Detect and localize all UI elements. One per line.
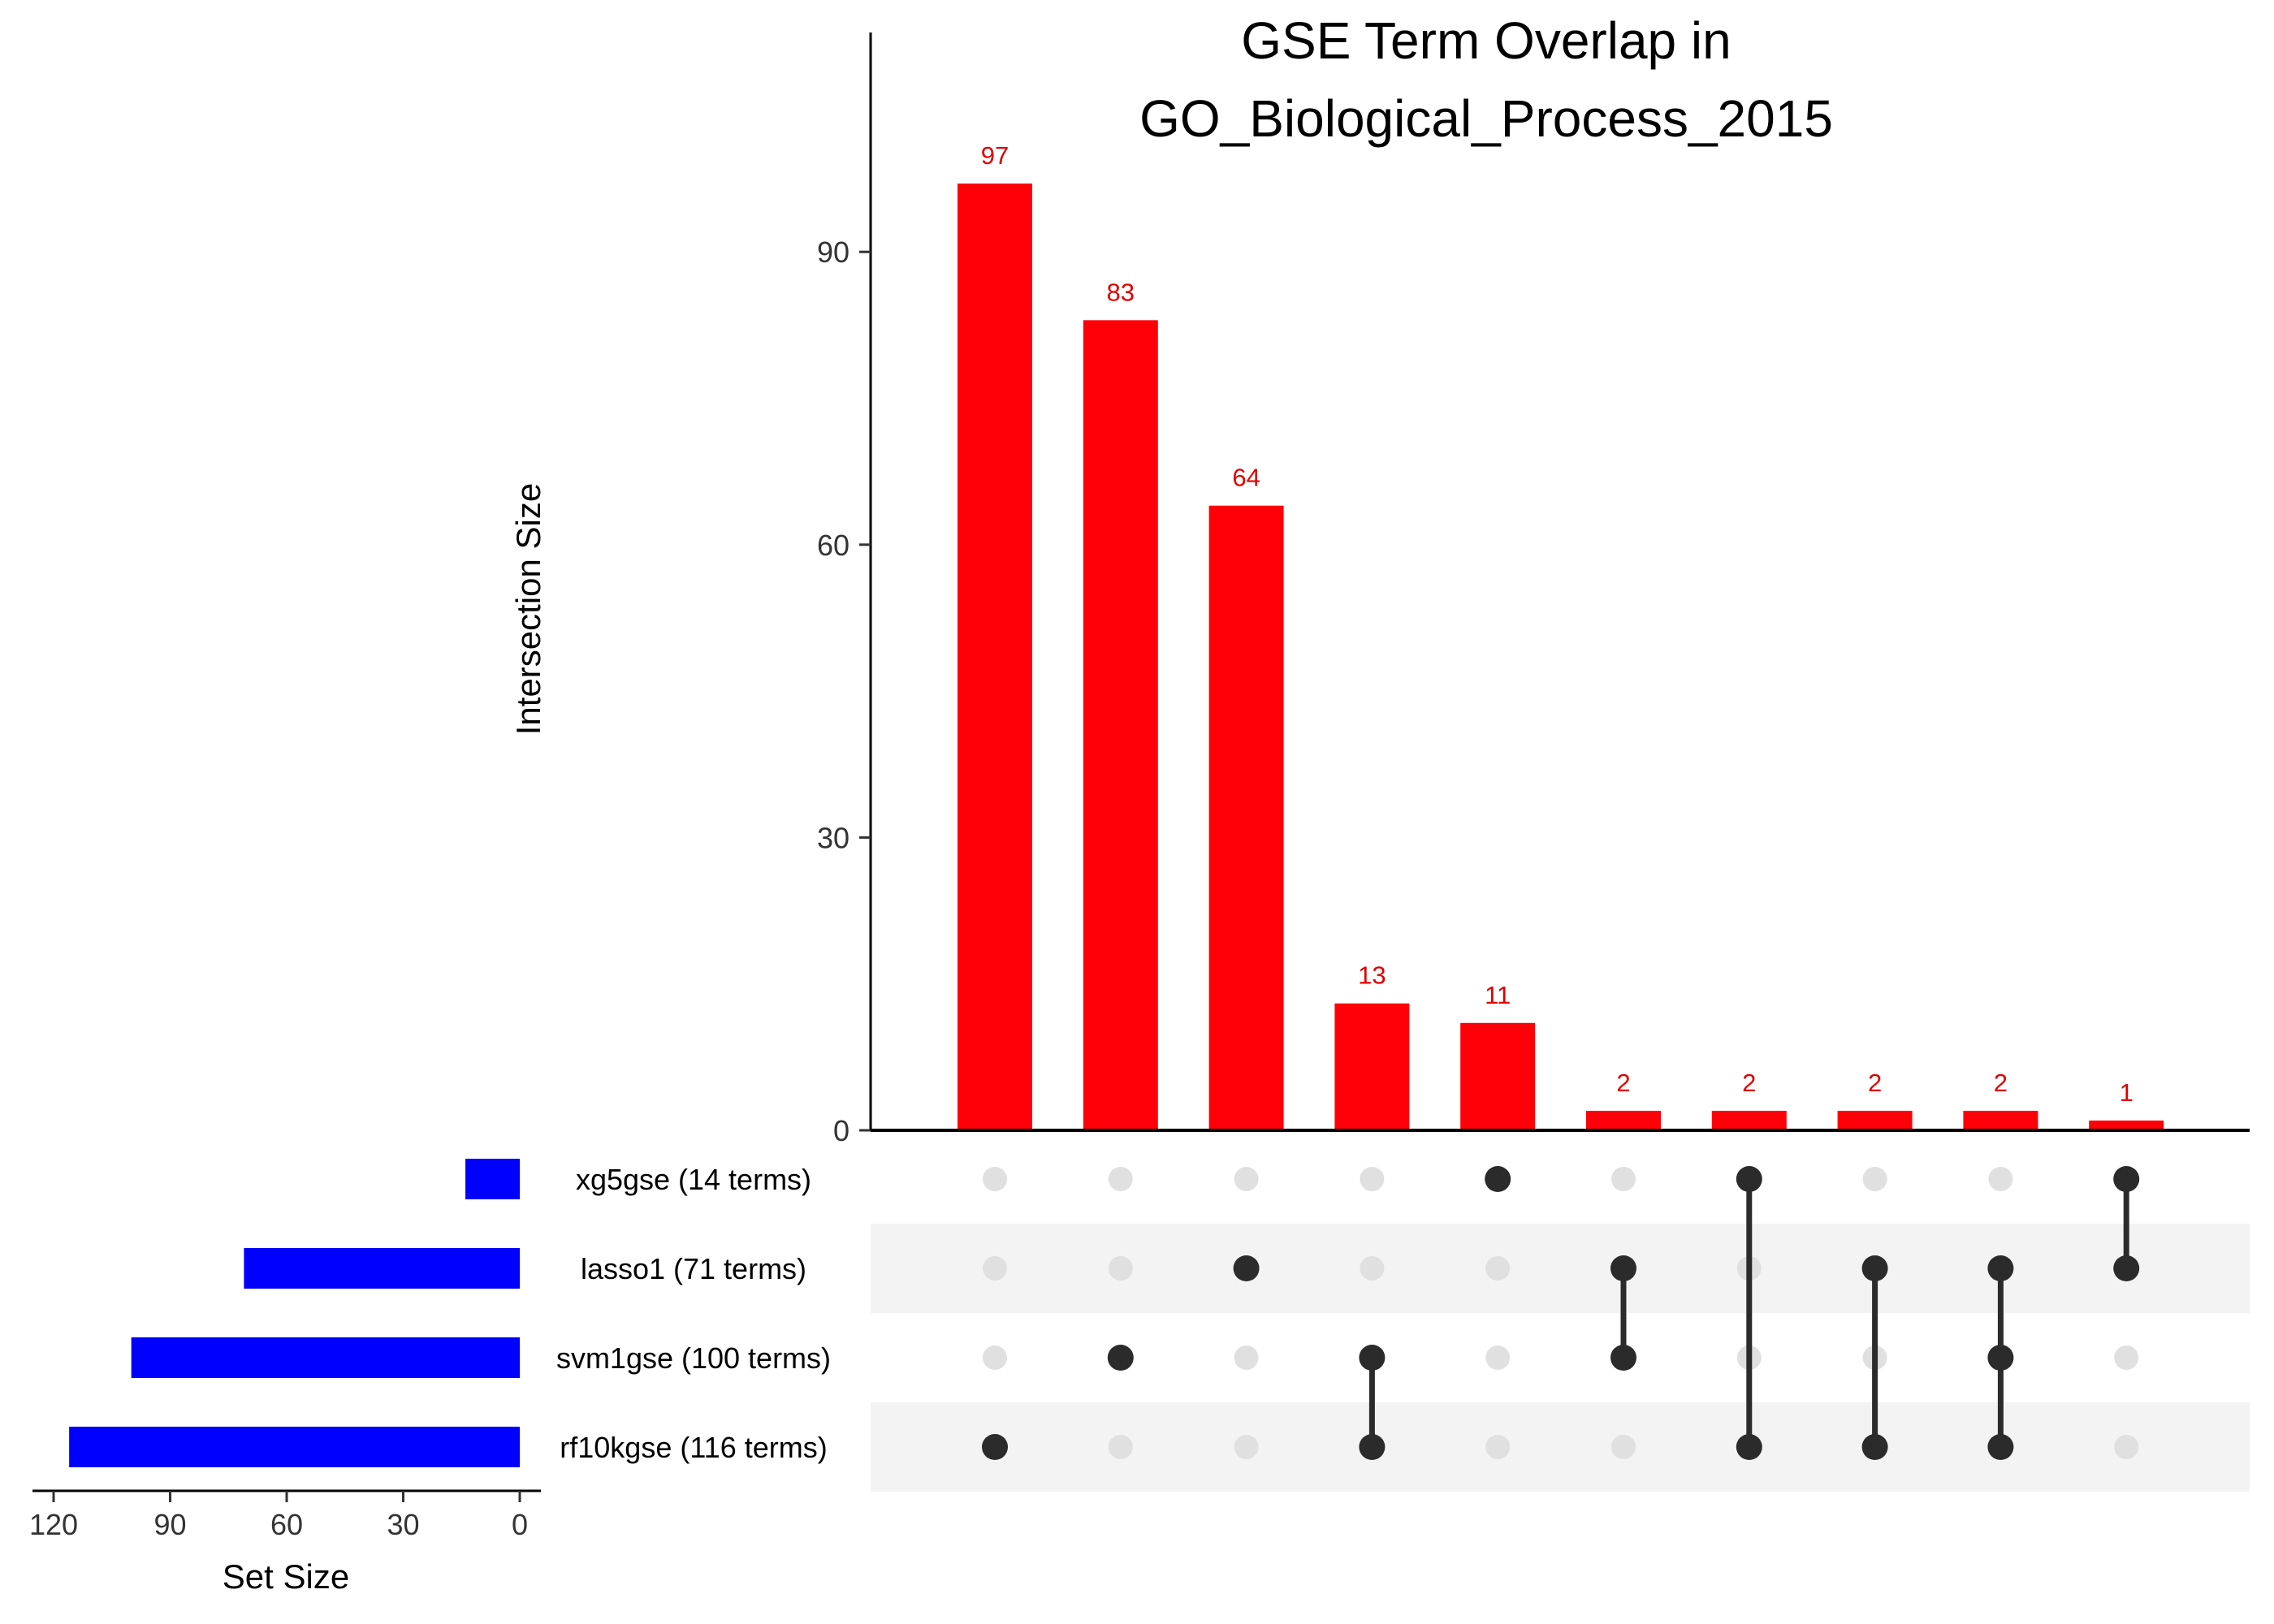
set-size-bar bbox=[244, 1248, 520, 1289]
y-tick-label: 90 bbox=[817, 235, 850, 269]
set-size-tick-label: 90 bbox=[153, 1508, 186, 1541]
set-size-tick-label: 60 bbox=[270, 1508, 303, 1541]
intersection-bar bbox=[1083, 320, 1158, 1131]
y-axis-label: Intersection Size bbox=[509, 483, 547, 736]
matrix-dot-active bbox=[1610, 1255, 1636, 1281]
intersection-bars: 97 83 64 13 11 2 2 2 2 1 bbox=[958, 141, 2164, 1131]
set-size-tick-label: 120 bbox=[29, 1508, 78, 1541]
intersection-bar-label: 11 bbox=[1485, 981, 1511, 1009]
matrix-dot-active bbox=[1987, 1434, 2014, 1460]
intersection-bar bbox=[1586, 1110, 1661, 1130]
set-label: xg5gse (14 terms) bbox=[576, 1163, 811, 1196]
matrix-dot-active bbox=[2113, 1166, 2140, 1192]
matrix-dot-active bbox=[1485, 1166, 1511, 1192]
intersection-bar-label: 97 bbox=[981, 141, 1009, 170]
matrix-dot-active bbox=[982, 1434, 1008, 1460]
intersection-bar-label: 83 bbox=[1107, 278, 1135, 306]
matrix-dot-inactive bbox=[983, 1256, 1007, 1281]
set-size-axis: 120 90 60 30 0 bbox=[29, 1489, 541, 1541]
intersection-bar-label: 1 bbox=[2120, 1078, 2133, 1107]
matrix-dot-inactive bbox=[1611, 1167, 1636, 1191]
intersection-bar-label: 2 bbox=[1868, 1069, 1882, 1097]
matrix-dot-inactive bbox=[1108, 1256, 1133, 1281]
matrix-dot-active bbox=[2113, 1255, 2140, 1281]
matrix-dot-inactive bbox=[1485, 1256, 1511, 1281]
intersection-bar-label: 2 bbox=[1994, 1069, 2008, 1097]
matrix-dot-inactive bbox=[1234, 1345, 1259, 1370]
y-tick-label: 30 bbox=[817, 821, 850, 854]
set-label: rf10kgse (116 terms) bbox=[560, 1431, 827, 1464]
membership-matrix bbox=[982, 1166, 2140, 1460]
matrix-dot-active bbox=[1359, 1345, 1386, 1371]
matrix-dot-inactive bbox=[1485, 1345, 1511, 1370]
set-size-bar bbox=[465, 1159, 520, 1199]
matrix-stripe bbox=[871, 1402, 2250, 1492]
matrix-dot-inactive bbox=[1234, 1167, 1259, 1191]
matrix-dot-active bbox=[1233, 1255, 1260, 1281]
set-label: lasso1 (71 terms) bbox=[581, 1252, 806, 1285]
set-size-bar bbox=[69, 1427, 521, 1467]
intersection-bar-label: 2 bbox=[1616, 1069, 1630, 1097]
title-group: GSE Term Overlap in GO_Biological_Proces… bbox=[1139, 11, 1833, 148]
matrix-dot-inactive bbox=[983, 1345, 1007, 1370]
matrix-dot-inactive bbox=[1611, 1435, 1636, 1459]
matrix-dot-active bbox=[1736, 1434, 1762, 1460]
set-label: svm1gse (100 terms) bbox=[556, 1341, 831, 1375]
intersection-bar bbox=[1963, 1110, 2038, 1130]
matrix-dot-inactive bbox=[1988, 1167, 2013, 1191]
y-axis: 0 30 60 90 bbox=[817, 32, 2250, 1147]
intersection-bar bbox=[2089, 1120, 2164, 1130]
matrix-stripes bbox=[871, 1224, 2250, 1492]
matrix-dot-active bbox=[1987, 1255, 2014, 1281]
chart-title-line1: GSE Term Overlap in bbox=[1241, 11, 1731, 70]
set-size-tick-label: 0 bbox=[512, 1508, 528, 1541]
matrix-dot-active bbox=[1359, 1434, 1386, 1460]
matrix-dot-active bbox=[1861, 1255, 1888, 1281]
intersection-bar-label: 64 bbox=[1232, 464, 1260, 492]
matrix-dot-active bbox=[1987, 1345, 2014, 1371]
set-size-tick-label: 30 bbox=[387, 1508, 419, 1541]
matrix-dot-active bbox=[1736, 1166, 1762, 1192]
intersection-bar bbox=[1334, 1003, 1410, 1130]
intersection-bar bbox=[1837, 1110, 1913, 1130]
matrix-dot-inactive bbox=[1108, 1167, 1133, 1191]
chart-title-line2: GO_Biological_Process_2015 bbox=[1139, 89, 1833, 148]
intersection-bar-label: 13 bbox=[1358, 961, 1386, 990]
matrix-dot-active bbox=[1107, 1345, 1134, 1371]
intersection-bar bbox=[1460, 1022, 1536, 1130]
intersection-bar-label: 2 bbox=[1742, 1069, 1756, 1097]
matrix-dot-inactive bbox=[1108, 1435, 1133, 1459]
set-size-bars bbox=[69, 1159, 521, 1467]
matrix-dot-inactive bbox=[1360, 1256, 1385, 1281]
matrix-stripe bbox=[871, 1224, 2250, 1313]
intersection-bar bbox=[958, 184, 1032, 1130]
matrix-dot-inactive bbox=[1862, 1167, 1887, 1191]
y-tick-label: 60 bbox=[817, 529, 850, 562]
set-size-bar bbox=[131, 1337, 520, 1378]
matrix-dot-active bbox=[1861, 1434, 1888, 1460]
intersection-bar bbox=[1711, 1110, 1787, 1130]
matrix-dot-inactive bbox=[2114, 1345, 2139, 1370]
matrix-dot-inactive bbox=[2114, 1435, 2139, 1459]
matrix-dot-active bbox=[1610, 1345, 1636, 1371]
matrix-dot-inactive bbox=[1360, 1167, 1385, 1191]
set-size-axis-label: Set Size bbox=[223, 1557, 349, 1596]
matrix-dot-inactive bbox=[983, 1167, 1007, 1191]
intersection-bar bbox=[1208, 505, 1284, 1130]
matrix-dot-inactive bbox=[1234, 1435, 1259, 1459]
set-labels: xg5gse (14 terms) lasso1 (71 terms) svm1gs… bbox=[556, 1163, 831, 1464]
y-tick-label: 0 bbox=[833, 1114, 850, 1147]
matrix-dot-inactive bbox=[1485, 1435, 1511, 1459]
